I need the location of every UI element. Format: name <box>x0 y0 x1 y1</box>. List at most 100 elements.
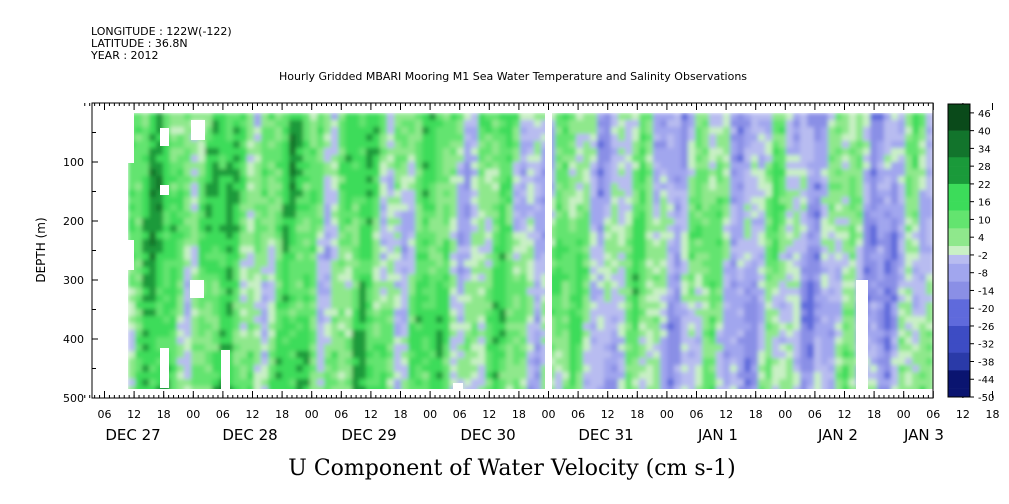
heatmap-cell <box>331 211 339 219</box>
heatmap-cell <box>149 267 157 275</box>
heatmap-cell <box>849 218 857 226</box>
heatmap-cell <box>716 232 724 240</box>
heatmap-cell <box>842 197 850 205</box>
heatmap-cell <box>261 372 269 380</box>
heatmap-cell <box>835 183 843 191</box>
heatmap-cell <box>744 344 752 352</box>
heatmap-cell <box>723 337 731 345</box>
heatmap-cell <box>429 253 437 261</box>
heatmap-cell <box>597 379 605 387</box>
heatmap-cell <box>919 120 927 128</box>
heatmap-cell <box>702 288 710 296</box>
heatmap-cell <box>835 197 843 205</box>
heatmap-cell <box>765 281 773 289</box>
heatmap-cell <box>793 260 801 268</box>
heatmap-cell <box>863 253 871 261</box>
heatmap-cell <box>723 260 731 268</box>
heatmap-cell <box>667 309 675 317</box>
heatmap-cell <box>366 344 374 352</box>
heatmap-cell <box>247 232 255 240</box>
heatmap-cell <box>695 148 703 156</box>
heatmap-cell <box>618 253 626 261</box>
heatmap-cell <box>240 288 248 296</box>
heatmap-cell <box>730 169 738 177</box>
heatmap-cell <box>506 323 514 331</box>
heatmap-cell <box>912 120 920 128</box>
heatmap-cell <box>303 183 311 191</box>
heatmap-cell <box>177 365 185 373</box>
heatmap-cell <box>772 372 780 380</box>
heatmap-cell <box>282 295 290 303</box>
heatmap-cell <box>786 225 794 233</box>
heatmap-cell <box>429 232 437 240</box>
heatmap-cell <box>261 211 269 219</box>
heatmap-cell <box>891 134 899 142</box>
heatmap-cell <box>219 337 227 345</box>
heatmap-cell <box>338 351 346 359</box>
heatmap-cell <box>142 351 150 359</box>
heatmap-cell <box>842 323 850 331</box>
heatmap-cell <box>814 232 822 240</box>
heatmap-cell <box>191 351 199 359</box>
heatmap-cell <box>856 120 864 128</box>
heatmap-cell <box>142 260 150 268</box>
heatmap-cell <box>905 190 913 198</box>
x-hour-label: 18 <box>630 408 644 421</box>
heatmap-cell <box>807 162 815 170</box>
heatmap-cell <box>184 253 192 261</box>
heatmap-cell <box>268 197 276 205</box>
heatmap-cell <box>814 337 822 345</box>
heatmap-cell <box>156 253 164 261</box>
heatmap-cell <box>191 239 199 247</box>
heatmap-cell <box>527 162 535 170</box>
heatmap-cell <box>408 379 416 387</box>
heatmap-cell <box>359 330 367 338</box>
heatmap-cell <box>457 183 465 191</box>
heatmap-cell <box>219 141 227 149</box>
heatmap-cell <box>772 316 780 324</box>
heatmap-cell <box>905 309 913 317</box>
heatmap-cell <box>247 267 255 275</box>
heatmap-cell <box>625 274 633 282</box>
heatmap-cell <box>912 176 920 184</box>
heatmap-cell <box>191 274 199 282</box>
heatmap-cell <box>779 162 787 170</box>
heatmap-cell <box>898 197 906 205</box>
heatmap-cell <box>506 169 514 177</box>
heatmap-cell <box>821 295 829 303</box>
heatmap-cell <box>807 246 815 254</box>
heatmap-cell <box>751 309 759 317</box>
heatmap-cell <box>268 232 276 240</box>
heatmap-cell <box>331 232 339 240</box>
heatmap-cell <box>702 148 710 156</box>
heatmap-cell <box>324 330 332 338</box>
heatmap-cell <box>240 274 248 282</box>
heatmap-cell <box>534 211 542 219</box>
heatmap-cell <box>352 113 360 121</box>
heatmap-cell <box>695 281 703 289</box>
heatmap-cell <box>338 176 346 184</box>
heatmap-cell <box>457 134 465 142</box>
heatmap-cell <box>296 302 304 310</box>
heatmap-cell <box>303 372 311 380</box>
heatmap-cell <box>345 197 353 205</box>
heatmap-cell <box>345 344 353 352</box>
heatmap-cell <box>618 239 626 247</box>
heatmap-cell <box>191 323 199 331</box>
heatmap-cell <box>331 267 339 275</box>
heatmap-cell <box>814 316 822 324</box>
heatmap-cell <box>149 141 157 149</box>
heatmap-cell <box>366 295 374 303</box>
heatmap-cell <box>884 169 892 177</box>
heatmap-cell <box>366 190 374 198</box>
heatmap-cell <box>436 197 444 205</box>
heatmap-cell <box>611 309 619 317</box>
heatmap-cell <box>492 141 500 149</box>
heatmap-cell <box>387 337 395 345</box>
heatmap-cell <box>534 225 542 233</box>
heatmap-cell <box>821 253 829 261</box>
heatmap-cell <box>422 148 430 156</box>
heatmap-cell <box>583 113 591 121</box>
heatmap-cell <box>576 351 584 359</box>
heatmap-cell <box>597 232 605 240</box>
